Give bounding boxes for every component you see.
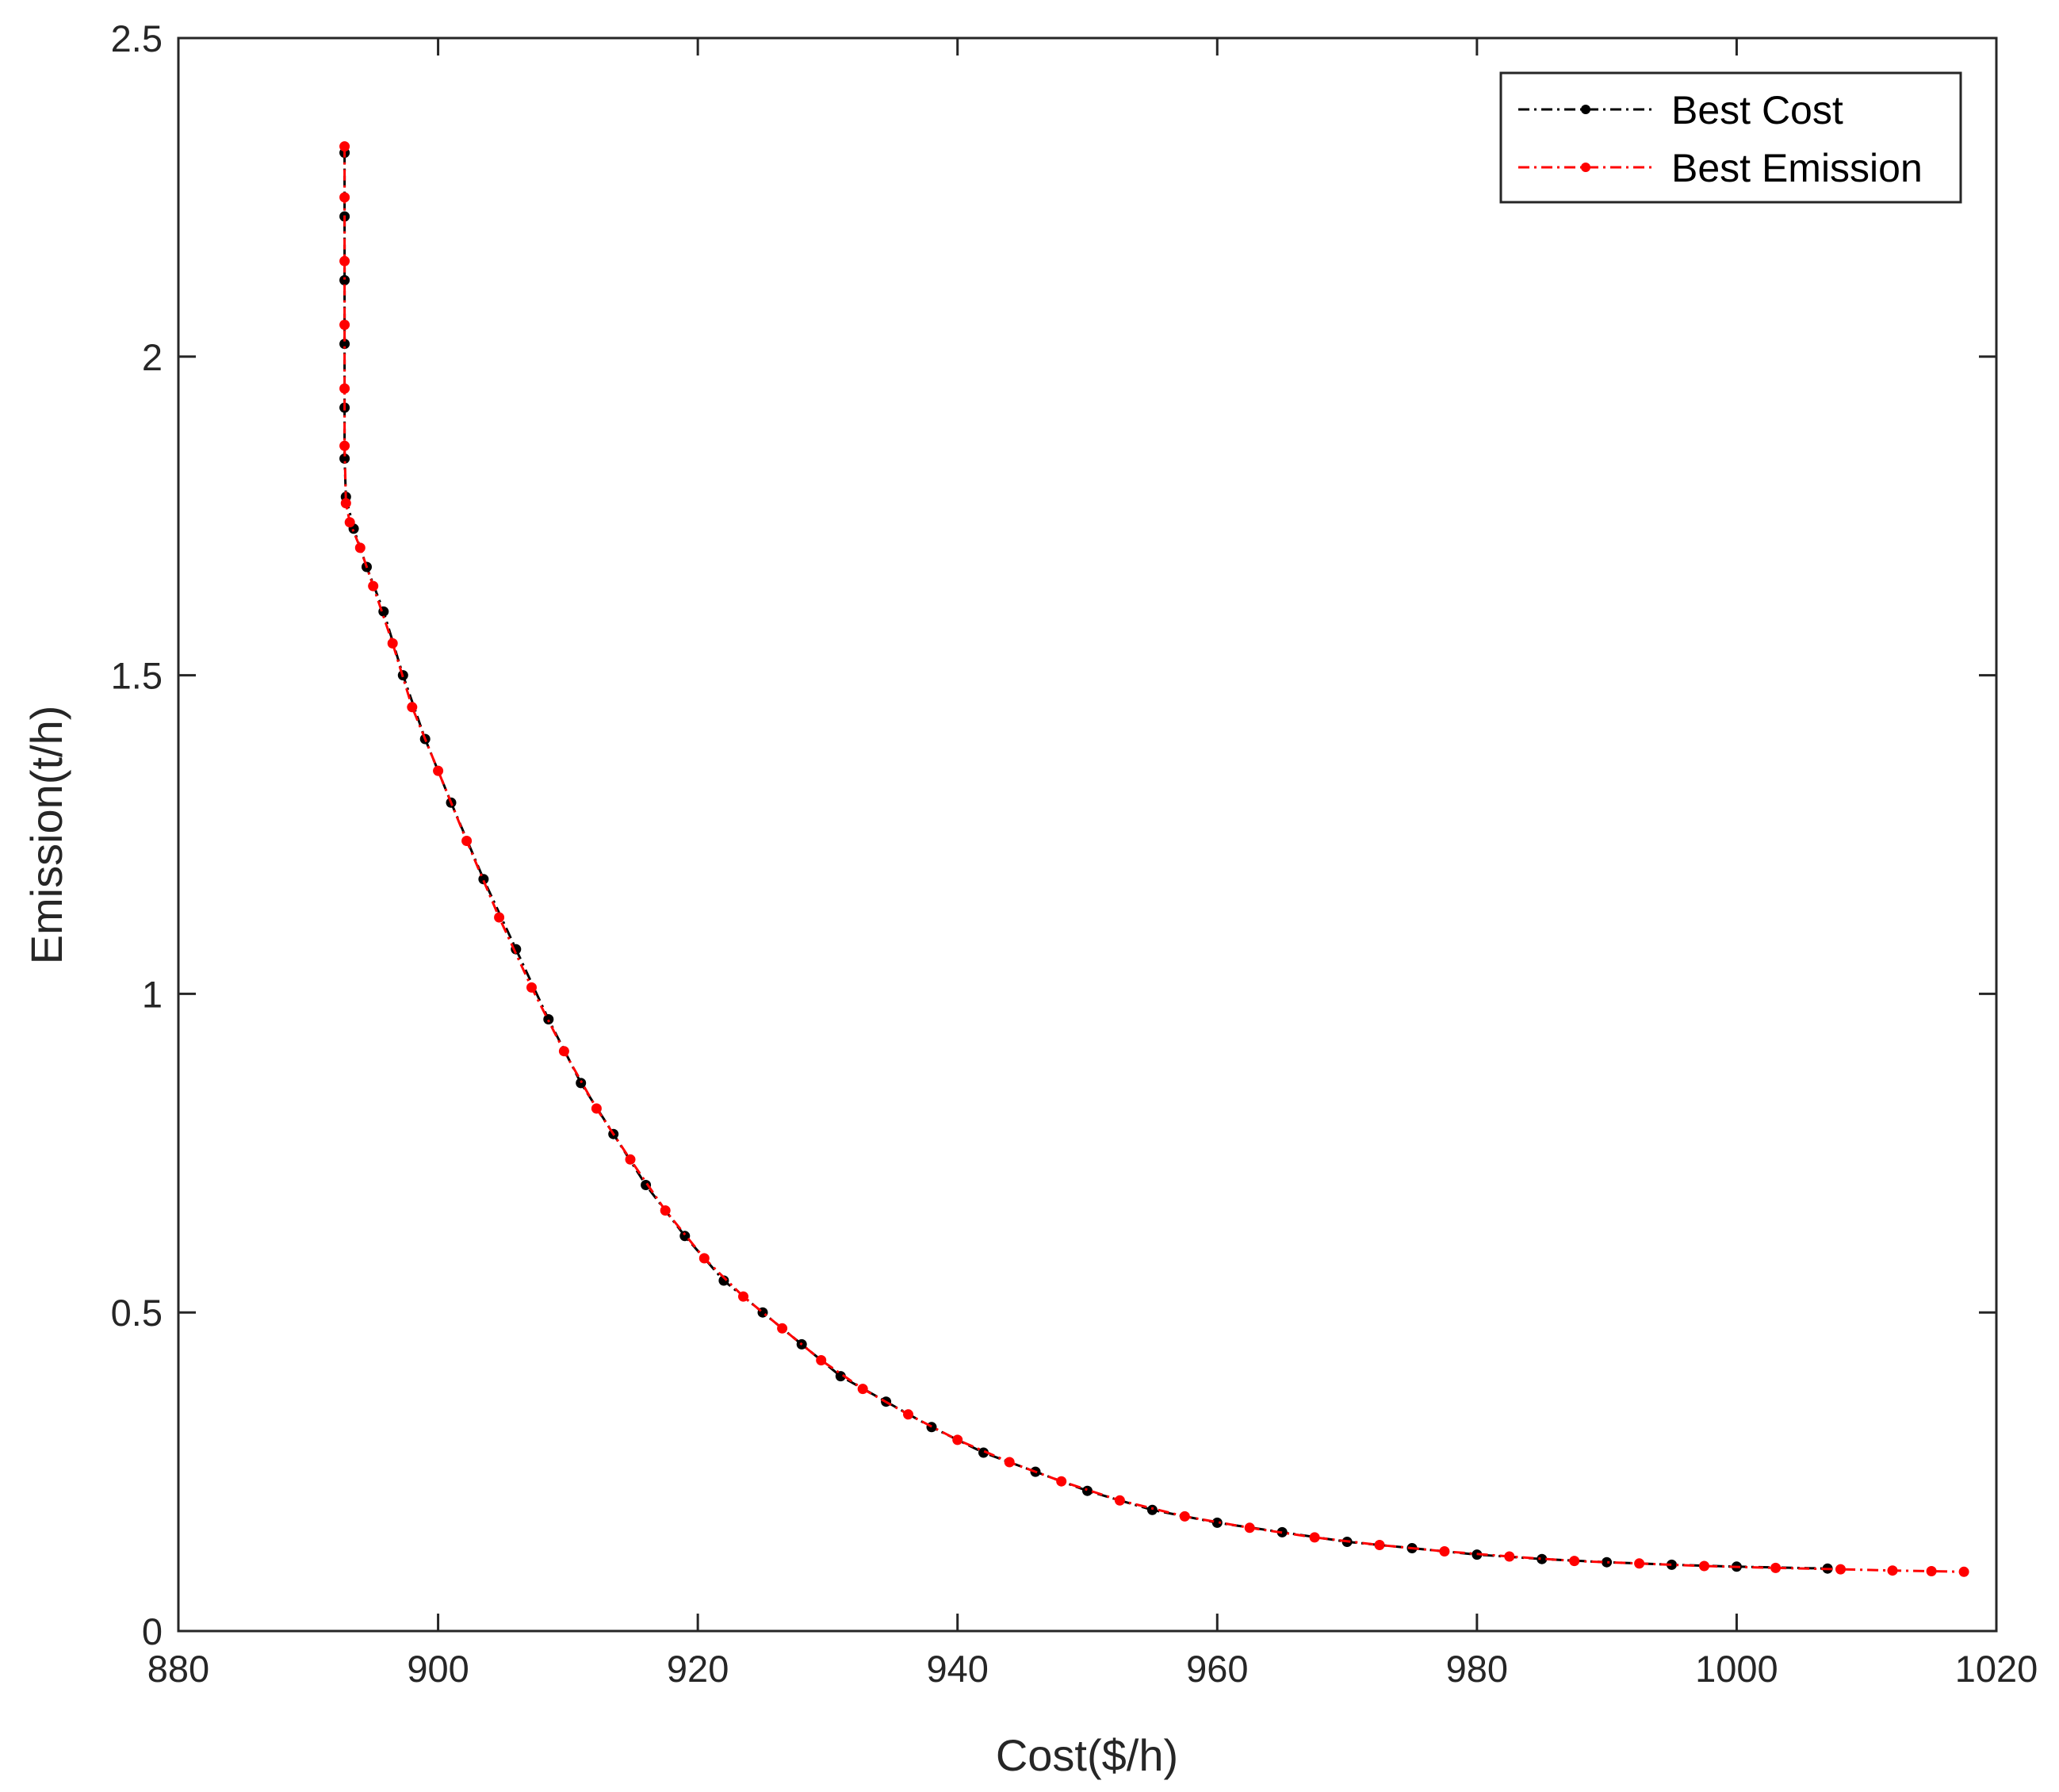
- data-point-best-emission: [1504, 1551, 1515, 1562]
- data-point-best-cost: [679, 1231, 691, 1242]
- data-point-best-emission: [1699, 1560, 1709, 1572]
- x-tick-label: 960: [1186, 1648, 1248, 1690]
- data-point-best-emission: [1004, 1457, 1015, 1468]
- data-point-best-emission: [1835, 1564, 1846, 1575]
- legend-box: [1499, 71, 1962, 204]
- x-axis-title: Cost($/h): [996, 1730, 1178, 1780]
- data-point-best-emission: [494, 912, 505, 923]
- legend-marker-best-emission: [1581, 163, 1590, 172]
- data-point-best-cost: [339, 453, 350, 464]
- y-tick-label: 0: [142, 1610, 163, 1652]
- data-point-best-emission: [1569, 1556, 1580, 1567]
- data-point-best-cost: [1082, 1485, 1093, 1496]
- data-point-best-emission: [777, 1323, 788, 1334]
- data-point-best-cost: [339, 274, 350, 285]
- x-tick-label: 1020: [1955, 1648, 2038, 1690]
- data-point-best-emission: [857, 1384, 868, 1395]
- data-point-best-emission: [407, 702, 418, 713]
- data-point-best-emission: [1374, 1540, 1385, 1550]
- plot-area-frame: [177, 36, 1998, 1633]
- series-best-emission: [339, 141, 1969, 1577]
- data-point-best-emission: [1439, 1546, 1450, 1557]
- y-axis-title: Emission(t/h): [21, 706, 71, 965]
- data-point-best-cost: [478, 874, 489, 885]
- data-point-best-emission: [558, 1046, 569, 1057]
- data-point-best-emission: [340, 498, 351, 509]
- legend-label-best-cost: Best Cost: [1671, 88, 1843, 132]
- x-tick-label: 940: [927, 1648, 989, 1690]
- data-point-best-cost: [978, 1447, 989, 1458]
- data-point-best-cost: [835, 1371, 846, 1382]
- legend: Best Cost Best Emission: [1499, 71, 1962, 204]
- data-point-best-emission: [339, 255, 350, 266]
- data-point-best-emission: [339, 320, 350, 331]
- x-tick-label: 980: [1446, 1648, 1508, 1690]
- data-point-best-emission: [339, 383, 350, 394]
- ticks-layer: 880 900 920 940 960 980 1000 1020 0 0.5 1 1.5 2 2.5: [111, 17, 2038, 1690]
- series-line-best-emission: [343, 146, 1965, 1573]
- data-point-best-emission: [1770, 1562, 1782, 1573]
- y-tick-label: 2: [142, 336, 163, 378]
- legend-label-best-emission: Best Emission: [1671, 146, 1923, 190]
- y-tick-label: 1: [142, 973, 163, 1015]
- data-point-best-cost: [1602, 1557, 1613, 1568]
- data-point-best-emission: [738, 1291, 748, 1302]
- data-point-best-emission: [339, 440, 350, 451]
- y-tick-label: 2.5: [111, 17, 163, 59]
- legend-marker-best-cost: [1581, 105, 1590, 114]
- data-point-best-cost: [1537, 1553, 1548, 1564]
- data-point-best-emission: [1958, 1566, 1969, 1577]
- data-point-best-cost: [1146, 1504, 1158, 1515]
- data-point-best-emission: [1179, 1511, 1190, 1522]
- x-tick-label: 900: [407, 1648, 469, 1690]
- data-point-best-emission: [1114, 1495, 1125, 1506]
- data-point-best-cost: [543, 1014, 554, 1024]
- data-point-best-emission: [461, 836, 473, 846]
- data-point-best-emission: [526, 982, 537, 993]
- data-point-best-emission: [952, 1434, 963, 1445]
- data-point-best-emission: [1887, 1565, 1898, 1576]
- data-point-best-emission: [354, 542, 365, 553]
- data-point-best-emission: [339, 192, 350, 203]
- data-point-best-cost: [718, 1275, 729, 1286]
- data-point-best-emission: [1056, 1476, 1067, 1487]
- data-point-best-emission: [433, 765, 444, 776]
- data-point-best-cost: [1211, 1517, 1223, 1528]
- data-point-best-emission: [344, 517, 355, 528]
- data-point-best-emission: [816, 1355, 827, 1365]
- data-point-best-emission: [1309, 1532, 1320, 1543]
- y-tick-label: 0.5: [111, 1292, 163, 1334]
- data-point-best-emission: [903, 1409, 913, 1420]
- x-tick-label: 920: [667, 1648, 729, 1690]
- data-point-best-emission: [1634, 1558, 1645, 1569]
- data-point-best-emission: [660, 1205, 671, 1216]
- data-point-best-emission: [387, 638, 398, 649]
- data-point-best-cost: [339, 339, 350, 350]
- data-point-best-cost: [1667, 1559, 1677, 1570]
- data-point-best-emission: [698, 1253, 710, 1264]
- data-point-best-cost: [1276, 1526, 1288, 1537]
- data-point-best-emission: [368, 580, 379, 592]
- data-point-best-emission: [1926, 1566, 1937, 1576]
- data-point-best-emission: [1244, 1522, 1255, 1534]
- data-point-best-emission: [339, 141, 350, 152]
- series-layer: [339, 141, 1969, 1577]
- data-point-best-emission: [591, 1103, 602, 1114]
- data-point-best-emission: [625, 1154, 636, 1165]
- x-tick-label: 880: [147, 1648, 209, 1690]
- x-tick-label: 1000: [1695, 1648, 1778, 1690]
- y-tick-label: 1.5: [111, 655, 163, 697]
